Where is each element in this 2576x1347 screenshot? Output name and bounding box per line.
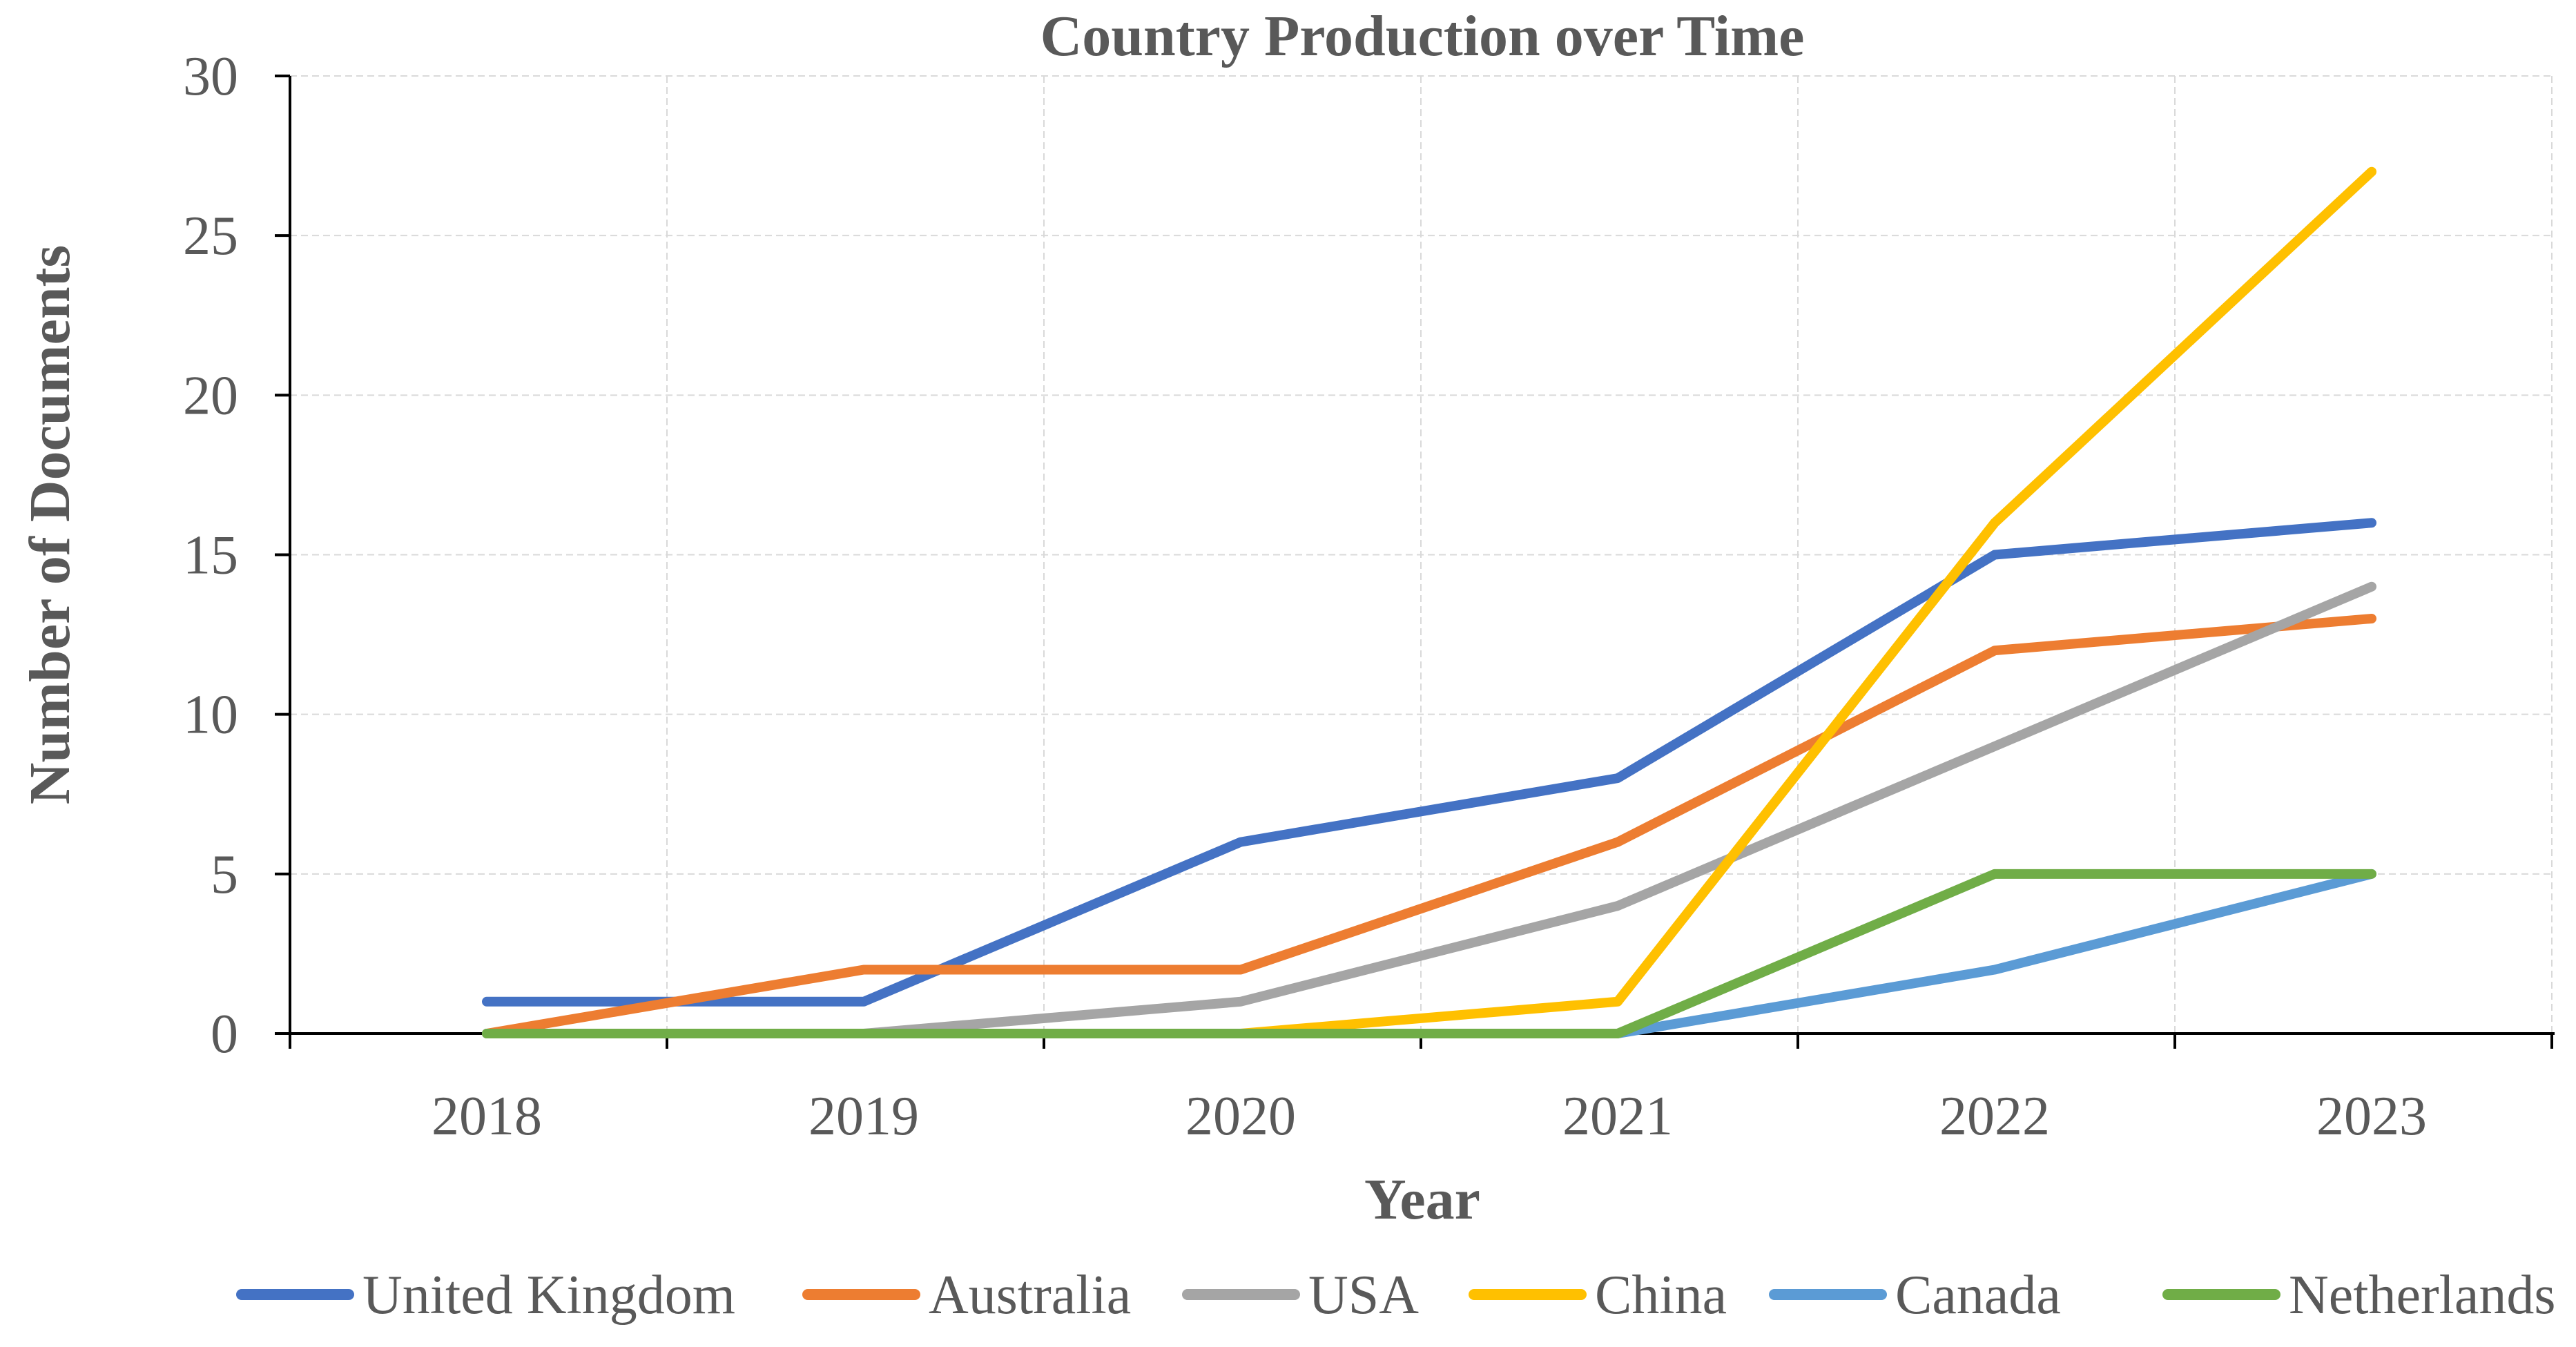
x-axis-title: Year	[1364, 1167, 1480, 1232]
x-tick-label: 2018	[432, 1086, 542, 1147]
y-tick-label: 30	[183, 46, 238, 107]
legend-label-china: China	[1595, 1265, 1727, 1326]
series-line-netherlands	[482, 869, 2376, 1038]
y-axis-ticks: 0 5 10 15 20 25 30	[183, 46, 238, 1065]
chart-title: Country Production over Time	[1040, 4, 1805, 68]
legend-label-netherlands: Netherlands	[2289, 1265, 2556, 1326]
series-line-australia	[482, 613, 2376, 1038]
x-tick-label: 2021	[1562, 1086, 1673, 1147]
legend: United Kingdom Australia USA China Canada Net…	[236, 1265, 2556, 1326]
x-axis-ticks: 2018 2019 2020 2021 2022 2023	[432, 1086, 2427, 1147]
axes	[275, 75, 2555, 1049]
legend-label-usa: USA	[1308, 1265, 1419, 1326]
x-tick-label: 2022	[1939, 1086, 2050, 1147]
y-tick-label: 15	[183, 525, 238, 586]
x-tick-label: 2020	[1185, 1086, 1296, 1147]
y-tick-label: 20	[183, 365, 238, 426]
y-tick-label: 0	[211, 1004, 238, 1065]
gridlines	[290, 75, 2555, 1034]
legend-label-australia: Australia	[929, 1265, 1131, 1326]
legend-label-united-kingdom: United Kingdom	[362, 1265, 735, 1326]
series-line-united-kingdom	[482, 518, 2376, 1007]
legend-label-canada: Canada	[1895, 1265, 2061, 1326]
y-tick-label: 5	[211, 844, 238, 905]
y-axis-title: Number of Documents	[18, 245, 82, 804]
series-lines	[482, 166, 2376, 1038]
x-tick-label: 2023	[2316, 1086, 2427, 1147]
y-tick-label: 10	[183, 685, 238, 746]
x-tick-label: 2019	[808, 1086, 919, 1147]
y-tick-label: 25	[183, 206, 238, 267]
